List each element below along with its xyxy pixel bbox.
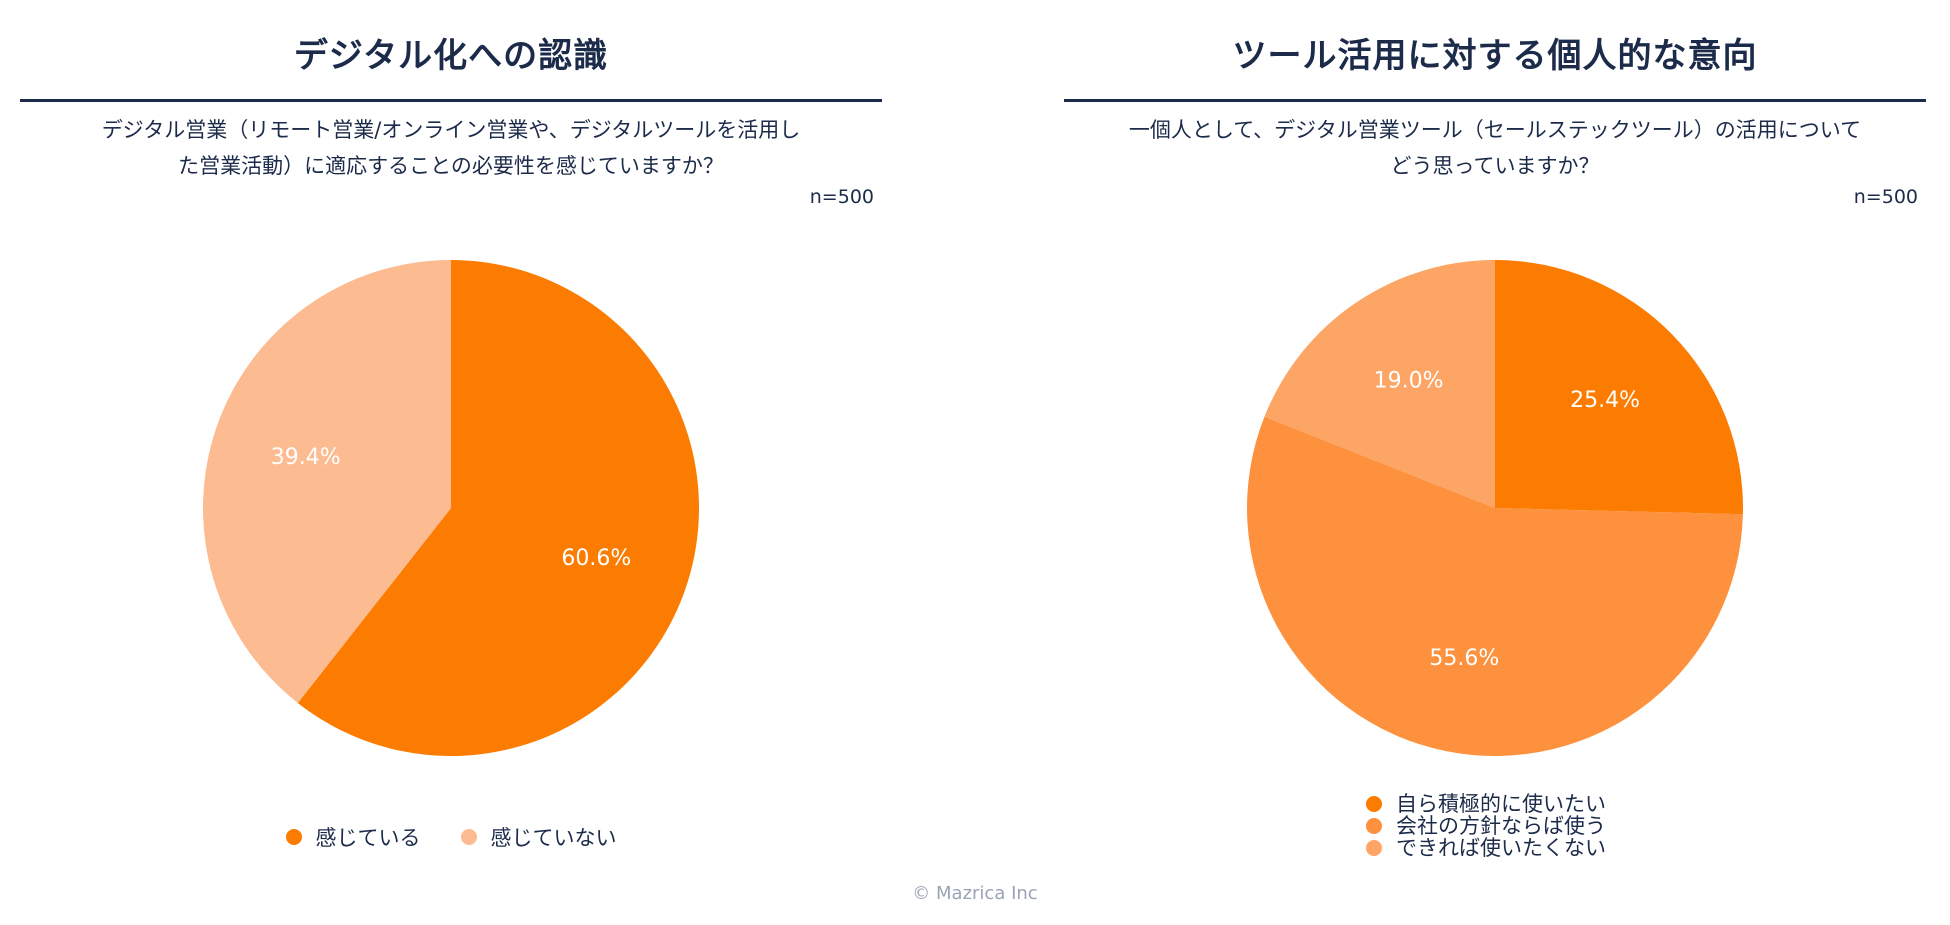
legend-label: 感じている xyxy=(315,826,421,850)
pie-slice xyxy=(297,260,699,756)
sample-size: n=500 xyxy=(1853,186,1918,208)
title-divider xyxy=(20,99,882,102)
chart-title: ツール活用に対する個人的な意向 xyxy=(1232,36,1758,76)
chart-legend: 感じている 感じていない xyxy=(20,822,882,852)
copyright-footer: © Mazrica Inc xyxy=(912,883,1038,904)
legend-swatch xyxy=(1366,818,1382,834)
legend-item: 感じていない xyxy=(460,822,617,852)
legend-item: 感じている xyxy=(285,822,421,852)
chart-panel-tool-intent: ツール活用に対する個人的な意向 一個人として、デジタル営業ツール（セールステック… xyxy=(1064,0,1926,880)
pie-slice xyxy=(1495,260,1743,515)
question-line: デジタル営業（リモート営業/オンライン営業や、デジタルツールを活用し xyxy=(101,118,801,142)
pie-slice xyxy=(1264,260,1495,508)
pie-slice-label: 19.0% xyxy=(1374,368,1444,393)
legend-swatch xyxy=(285,829,302,845)
legend-swatch xyxy=(1366,796,1382,812)
legend-label: 自ら積極的に使いたい xyxy=(1396,792,1606,816)
question-line: どう思っていますか？ xyxy=(1390,154,1600,178)
pie-slice xyxy=(1247,416,1743,757)
question-line: 一個人として、デジタル営業ツール（セールステックツール）の活用について xyxy=(1128,118,1862,142)
chart-question: デジタル営業（リモート営業/オンライン営業や、デジタルツールを活用し た営業活動… xyxy=(60,112,842,184)
question-line: た営業活動）に適応することの必要性を感じていますか？ xyxy=(178,154,724,178)
legend-item: 会社の方針ならば使う xyxy=(1366,815,1606,837)
chart-title: デジタル化への認識 xyxy=(293,36,609,76)
chart-legend: 自ら積極的に使いたい 会社の方針ならば使う できれば使いたくない xyxy=(1366,793,1606,859)
legend-label: 感じていない xyxy=(490,826,617,850)
chart-panel-digital-awareness: デジタル化への認識 デジタル営業（リモート営業/オンライン営業や、デジタルツール… xyxy=(20,0,882,880)
legend-swatch xyxy=(1366,840,1382,856)
pie-slice xyxy=(203,260,451,703)
pie-chart: 25.4% 55.6% 19.0% xyxy=(1247,260,1743,757)
legend-item: 自ら積極的に使いたい xyxy=(1366,793,1606,815)
legend-swatch xyxy=(460,829,477,845)
pie-chart: 60.6% 39.4% xyxy=(203,260,699,756)
title-divider xyxy=(1064,99,1926,102)
pie-slice-label: 25.4% xyxy=(1570,388,1640,413)
pie-slice-label: 55.6% xyxy=(1429,646,1499,671)
legend-label: できれば使いたくない xyxy=(1396,836,1606,860)
pie-slice-label: 60.6% xyxy=(561,546,631,571)
pie-slice-label: 39.4% xyxy=(271,445,341,470)
chart-question: 一個人として、デジタル営業ツール（セールステックツール）の活用について どう思っ… xyxy=(1104,112,1886,184)
legend-label: 会社の方針ならば使う xyxy=(1396,814,1606,838)
sample-size: n=500 xyxy=(809,186,874,208)
legend-item: できれば使いたくない xyxy=(1366,837,1606,859)
